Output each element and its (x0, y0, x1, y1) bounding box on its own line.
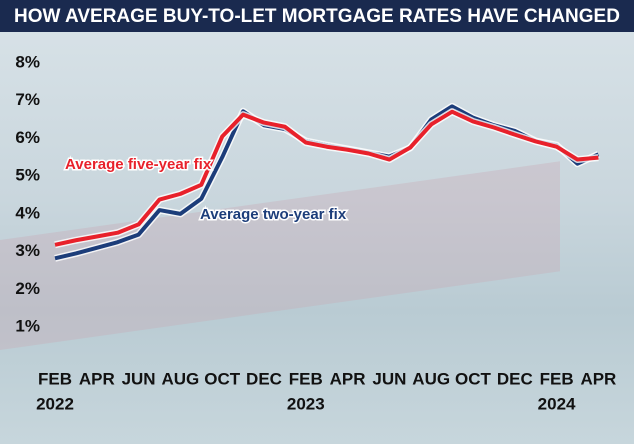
x-tick-label: APR (79, 369, 115, 388)
chart-title: HOW AVERAGE BUY-TO-LET MORTGAGE RATES HA… (14, 6, 620, 27)
series-label: Average two-year fix (200, 206, 347, 223)
x-tick-label: AUG (162, 369, 200, 388)
x-tick-label: FEB (38, 369, 72, 388)
x-tick-label: OCT (204, 369, 241, 388)
y-tick-label: 2% (15, 279, 40, 298)
title-bar (0, 0, 634, 32)
x-tick-label: APR (330, 369, 366, 388)
x-tick-label: AUG (412, 369, 450, 388)
x-tick-label: FEB (289, 369, 323, 388)
x-tick-label: JUN (122, 369, 156, 388)
x-tick-label: APR (580, 369, 616, 388)
y-tick-label: 4% (15, 203, 40, 222)
year-label: 2023 (287, 394, 325, 413)
background-sign (0, 161, 560, 350)
x-tick-label: JUN (372, 369, 406, 388)
x-tick-label: DEC (246, 369, 282, 388)
y-tick-label: 3% (15, 241, 40, 260)
y-tick-label: 5% (15, 166, 40, 185)
x-tick-label: DEC (497, 369, 533, 388)
series-line (54, 109, 599, 247)
y-tick-label: 6% (15, 128, 40, 147)
y-tick-label: 7% (15, 90, 40, 109)
year-label: 2022 (36, 394, 74, 413)
x-tick-label: OCT (455, 369, 492, 388)
x-tick-label: FEB (540, 369, 574, 388)
year-label: 2024 (538, 394, 576, 413)
series-label: Average five-year fix (65, 156, 212, 173)
y-tick-label: 1% (15, 316, 40, 335)
y-tick-label: 8% (15, 52, 40, 71)
